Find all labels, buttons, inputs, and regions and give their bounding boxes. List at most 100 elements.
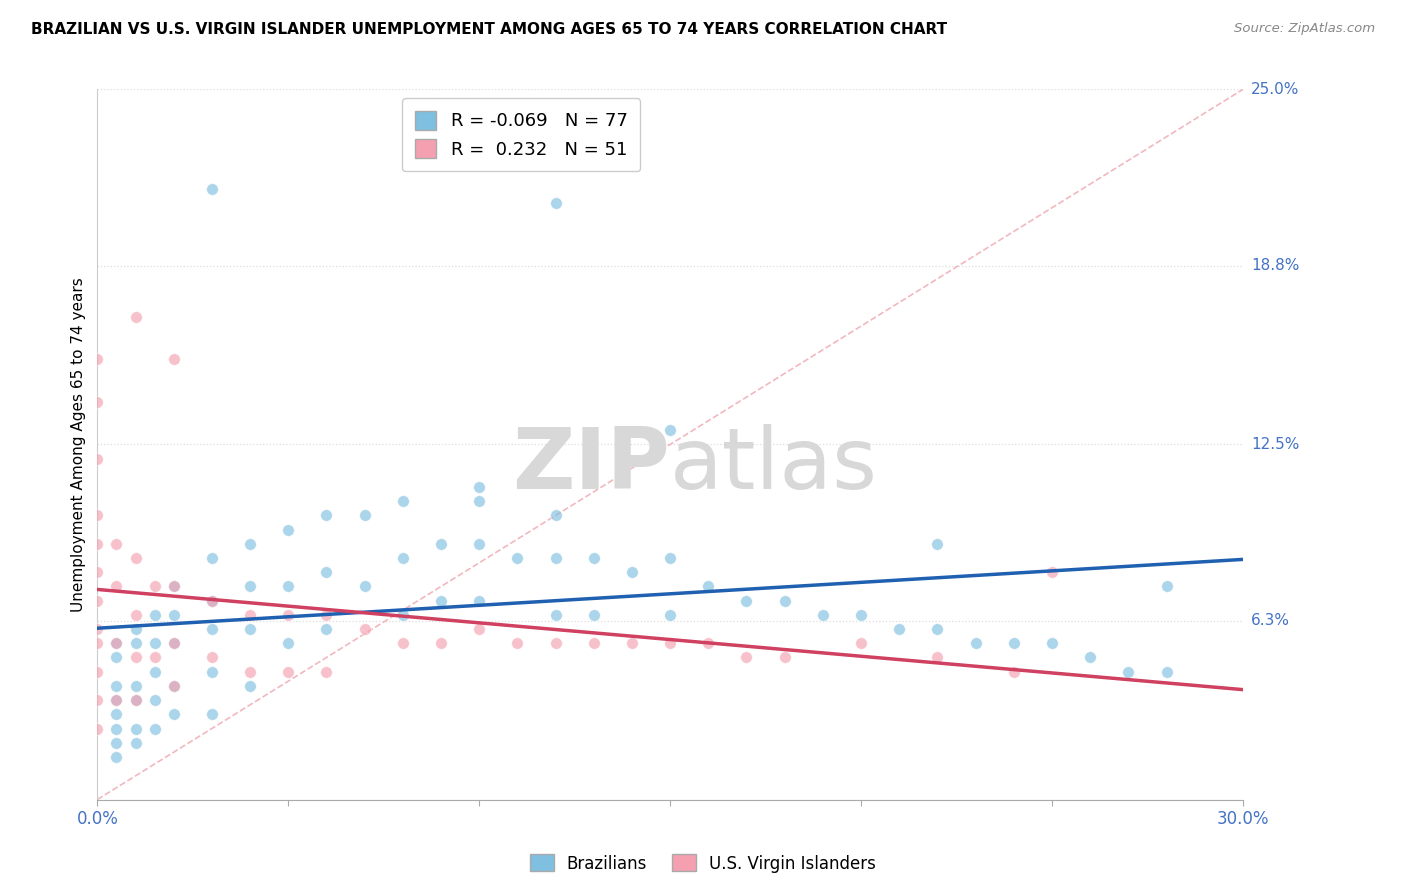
Point — [86, 665, 108, 679]
Point — [735, 593, 758, 607]
Text: ZIP: ZIP — [512, 425, 671, 508]
Point — [86, 508, 108, 523]
Point — [659, 607, 682, 622]
Point — [86, 693, 108, 707]
Text: Source: ZipAtlas.com: Source: ZipAtlas.com — [1234, 22, 1375, 36]
Point — [239, 579, 262, 593]
Point — [620, 636, 643, 650]
Point — [201, 593, 224, 607]
Point — [620, 566, 643, 580]
Point — [105, 707, 128, 722]
Point — [201, 707, 224, 722]
Point — [201, 182, 224, 196]
Point — [659, 423, 682, 437]
Point — [1118, 665, 1140, 679]
Point — [124, 310, 146, 324]
Point — [659, 551, 682, 566]
Point — [315, 508, 337, 523]
Point — [544, 551, 567, 566]
Point — [105, 722, 128, 736]
Point — [163, 679, 186, 693]
Point — [201, 665, 224, 679]
Point — [163, 679, 186, 693]
Point — [697, 636, 720, 650]
Point — [353, 508, 375, 523]
Point — [105, 750, 128, 764]
Point — [277, 523, 299, 537]
Legend: Brazilians, U.S. Virgin Islanders: Brazilians, U.S. Virgin Islanders — [523, 847, 883, 880]
Point — [105, 650, 128, 665]
Point — [86, 395, 108, 409]
Point — [163, 579, 186, 593]
Point — [582, 607, 605, 622]
Point — [849, 607, 872, 622]
Point — [105, 693, 128, 707]
Point — [697, 579, 720, 593]
Point — [124, 551, 146, 566]
Point — [544, 196, 567, 211]
Point — [239, 679, 262, 693]
Point — [1078, 650, 1101, 665]
Text: 12.5%: 12.5% — [1251, 437, 1299, 452]
Point — [105, 636, 128, 650]
Point — [1002, 636, 1025, 650]
Point — [143, 665, 166, 679]
Point — [392, 636, 415, 650]
Point — [163, 636, 186, 650]
Point — [582, 636, 605, 650]
Point — [124, 736, 146, 750]
Point — [163, 636, 186, 650]
Point — [315, 607, 337, 622]
Point — [849, 636, 872, 650]
Point — [353, 579, 375, 593]
Point — [86, 537, 108, 551]
Point — [430, 537, 453, 551]
Point — [163, 352, 186, 367]
Point — [965, 636, 987, 650]
Point — [105, 579, 128, 593]
Point — [143, 607, 166, 622]
Point — [468, 622, 491, 636]
Point — [86, 722, 108, 736]
Point — [315, 566, 337, 580]
Point — [105, 736, 128, 750]
Point — [1002, 665, 1025, 679]
Point — [773, 593, 796, 607]
Point — [277, 636, 299, 650]
Point — [124, 693, 146, 707]
Point — [86, 622, 108, 636]
Point — [201, 593, 224, 607]
Point — [468, 537, 491, 551]
Point — [86, 593, 108, 607]
Point — [277, 607, 299, 622]
Point — [1040, 636, 1063, 650]
Point — [124, 650, 146, 665]
Point — [277, 665, 299, 679]
Point — [124, 607, 146, 622]
Point — [544, 508, 567, 523]
Point — [927, 650, 949, 665]
Point — [105, 636, 128, 650]
Point — [315, 622, 337, 636]
Point — [163, 579, 186, 593]
Point — [353, 622, 375, 636]
Point — [124, 636, 146, 650]
Text: BRAZILIAN VS U.S. VIRGIN ISLANDER UNEMPLOYMENT AMONG AGES 65 TO 74 YEARS CORRELA: BRAZILIAN VS U.S. VIRGIN ISLANDER UNEMPL… — [31, 22, 948, 37]
Point — [105, 693, 128, 707]
Point — [143, 650, 166, 665]
Point — [239, 537, 262, 551]
Point — [105, 679, 128, 693]
Point — [163, 707, 186, 722]
Point — [315, 665, 337, 679]
Point — [86, 636, 108, 650]
Y-axis label: Unemployment Among Ages 65 to 74 years: Unemployment Among Ages 65 to 74 years — [72, 277, 86, 612]
Point — [124, 722, 146, 736]
Point — [468, 593, 491, 607]
Text: 18.8%: 18.8% — [1251, 258, 1299, 273]
Text: 6.3%: 6.3% — [1251, 613, 1291, 628]
Point — [201, 650, 224, 665]
Point — [143, 579, 166, 593]
Point — [163, 607, 186, 622]
Point — [392, 494, 415, 508]
Point — [86, 566, 108, 580]
